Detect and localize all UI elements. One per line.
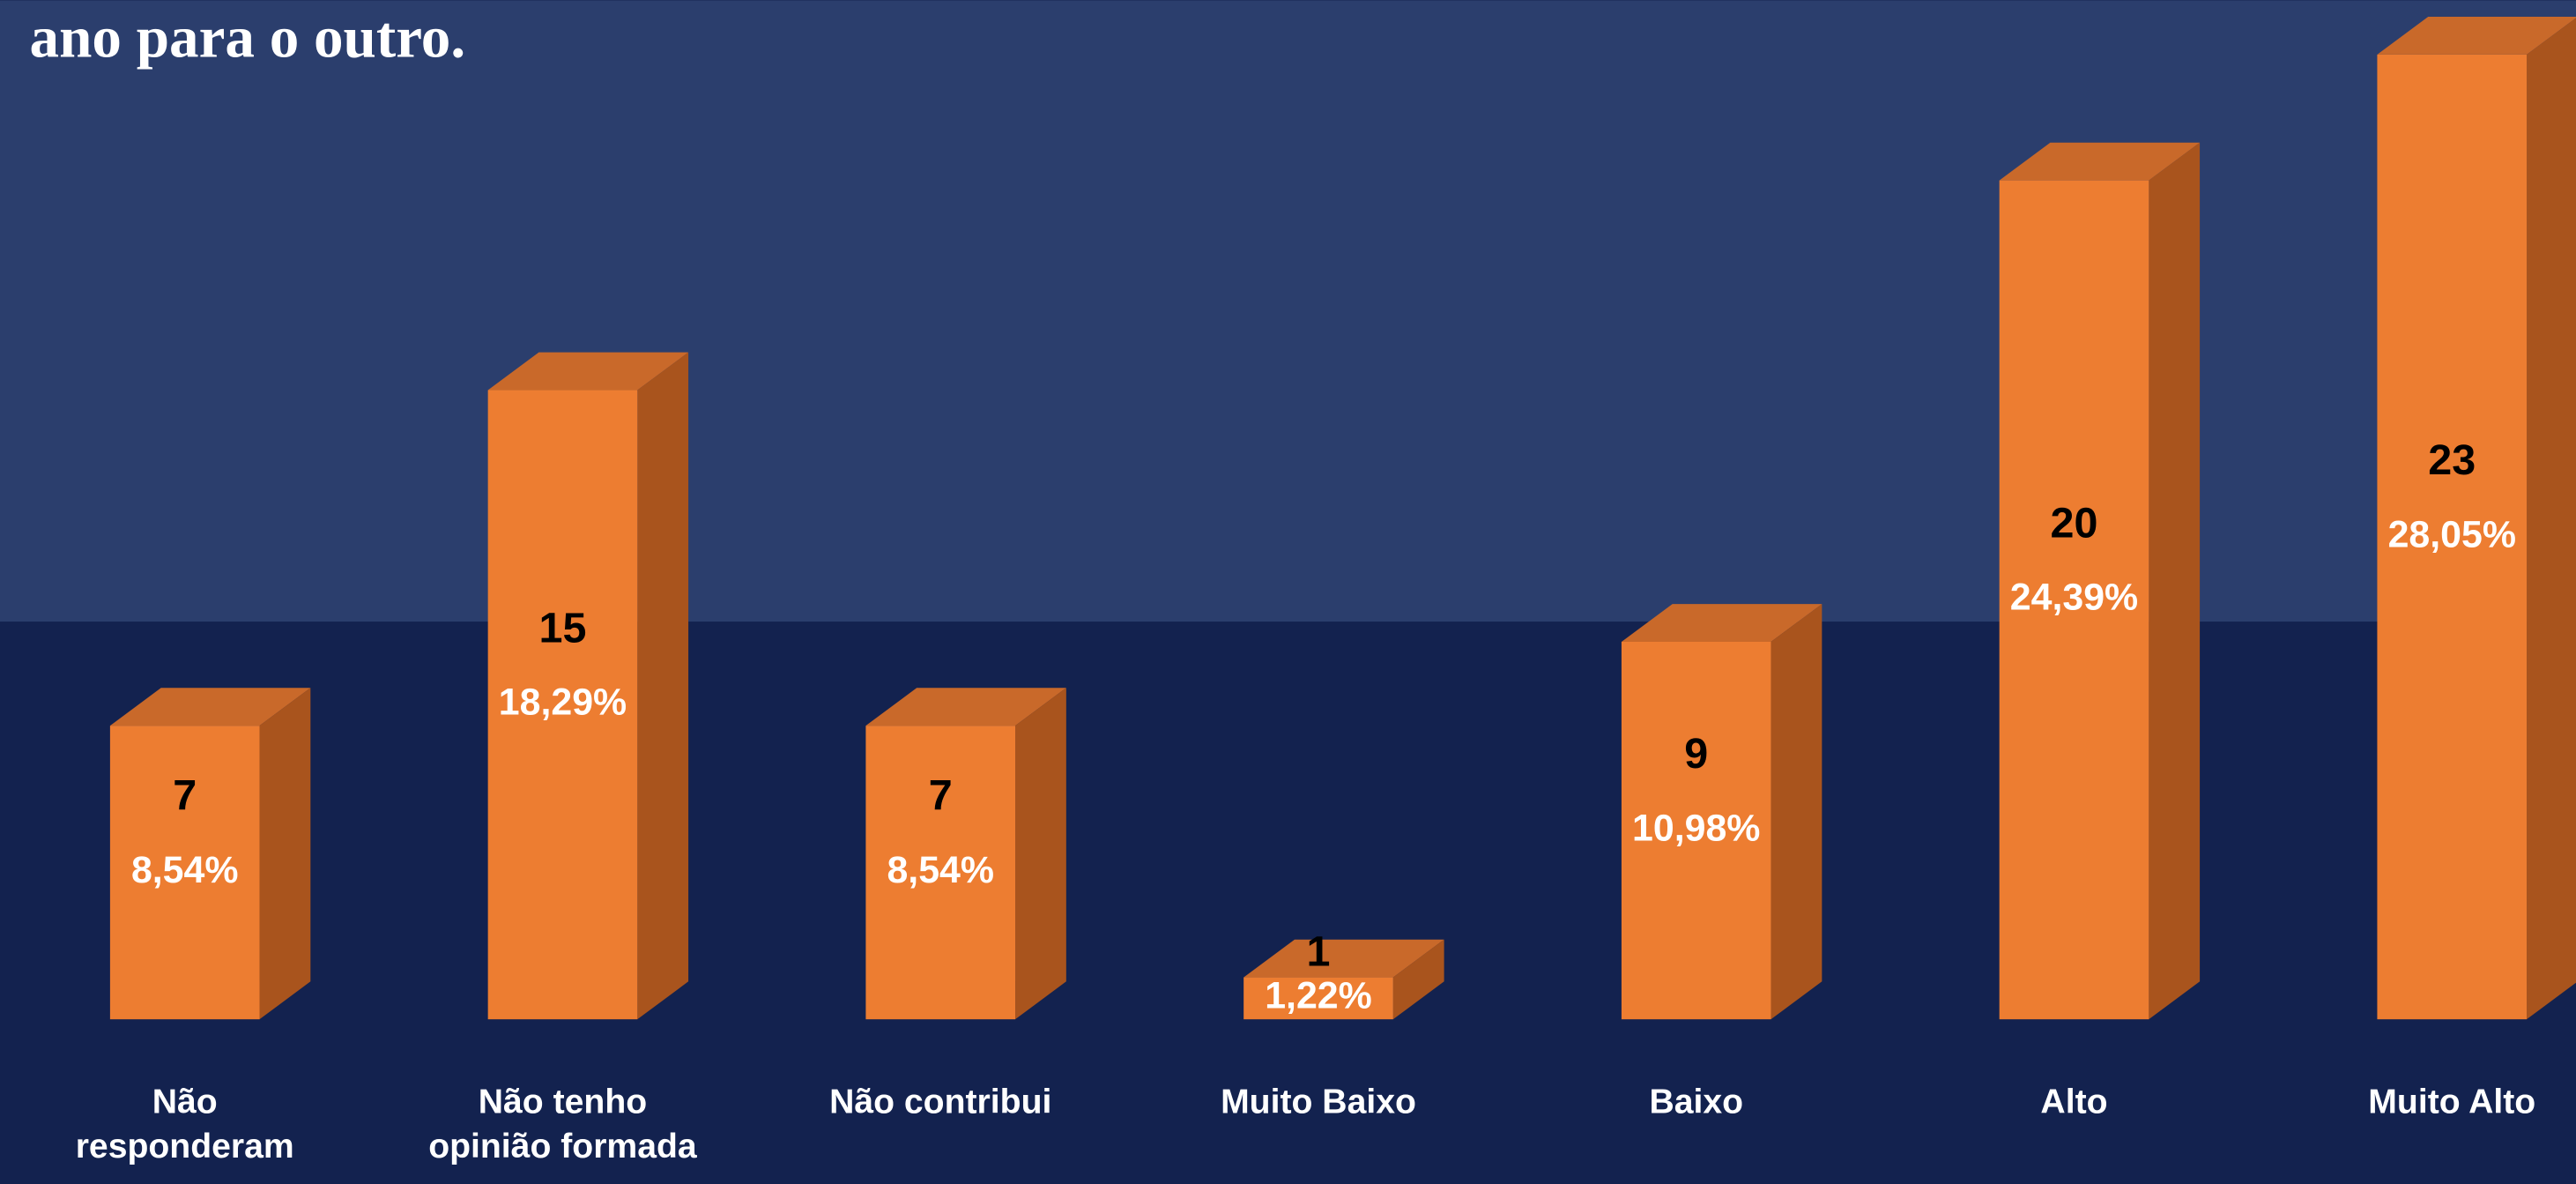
category-box: Alto [2040, 1083, 2108, 1121]
category-box: Baixo [1649, 1083, 1744, 1121]
x-tick-label: Alto [2040, 1083, 2108, 1121]
percentage-label: 8,54% [887, 849, 994, 891]
bar [109, 688, 311, 1020]
bar-front [1243, 977, 1393, 1020]
value-label: 7 [173, 772, 197, 820]
bar-side [637, 352, 689, 1020]
bar-front [2377, 54, 2528, 1020]
bar-front [487, 390, 638, 1020]
bar-top [2377, 17, 2576, 55]
bar-top [1243, 939, 1444, 978]
value-label: 20 [2051, 499, 2098, 547]
bar-top [1621, 604, 1823, 642]
value-label: 23 [2428, 436, 2476, 484]
bar-front [109, 726, 260, 1020]
x-tick-label: Baixo [1649, 1083, 1744, 1121]
chart-title: ano para o outro. [30, 4, 466, 70]
bar [487, 352, 689, 1020]
percentage-label: 8,54% [131, 849, 239, 891]
x-tick-label: Muito Alto [2368, 1083, 2536, 1121]
bar-top [109, 688, 311, 726]
bar-side [2149, 142, 2201, 1020]
bar [2377, 17, 2576, 1020]
x-tick-label: Não contribui [829, 1083, 1052, 1121]
percentage-label: 24,39% [2010, 577, 2138, 619]
bar-side [2527, 18, 2576, 1020]
value-label: 7 [929, 772, 953, 820]
bar-side [1015, 688, 1066, 1020]
bar-front [1999, 180, 2149, 1020]
bar-top [487, 352, 689, 391]
category-box: Não responderam [75, 1083, 294, 1166]
bar [865, 688, 1066, 1020]
bar-side [1392, 939, 1444, 1020]
x-tick-label: Muito Baixo [1221, 1083, 1416, 1121]
value-label: 9 [1684, 730, 1708, 778]
bar-top [865, 688, 1066, 726]
bar-side [259, 688, 311, 1020]
category-box: Não tenho opinião formada [428, 1083, 697, 1166]
x-tick-label: Não responderam [75, 1083, 294, 1166]
percentage-label: 1,22% [1265, 975, 1372, 1017]
percentage-label: 28,05% [2388, 513, 2516, 555]
bar [1243, 939, 1444, 1020]
category-box: Muito Alto [2368, 1083, 2536, 1121]
bar-top [1999, 142, 2201, 181]
bar-front [1621, 641, 1771, 1020]
category-box: Muito Baixo [1221, 1083, 1416, 1121]
bar-front [865, 726, 1016, 1020]
category-box: Não contribui [829, 1083, 1052, 1121]
bar-side [1771, 604, 1823, 1020]
value-label: 15 [539, 604, 587, 652]
bar [1999, 142, 2201, 1020]
percentage-label: 10,98% [1632, 807, 1760, 849]
percentage-label: 18,29% [499, 681, 627, 724]
x-tick-label: Não tenho opinião formada [428, 1083, 697, 1166]
value-label: 1 [1307, 928, 1331, 976]
bar [1621, 604, 1823, 1020]
